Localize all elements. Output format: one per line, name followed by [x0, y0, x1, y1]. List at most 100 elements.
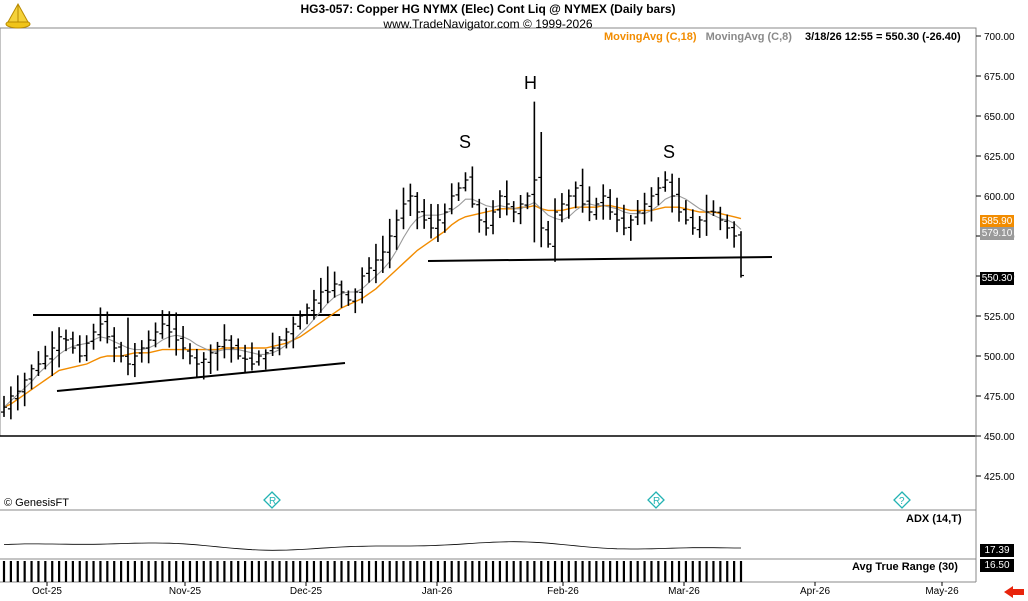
price-bar: [428, 203, 435, 239]
price-bar: [69, 331, 76, 354]
price-bar: [304, 303, 311, 325]
price-bar: [62, 329, 69, 352]
last-price-box: 550.30: [980, 272, 1014, 285]
price-bar: [531, 101, 538, 243]
y-axis: 700.00675.00650.00625.00600.00575.00550.…: [976, 32, 1015, 483]
price-bar: [441, 203, 448, 233]
price-bar: [180, 325, 187, 360]
price-bar: [359, 267, 366, 304]
price-bar: [407, 183, 414, 217]
price-bar: [14, 375, 21, 411]
ma8-price-box: 579.10: [980, 227, 1014, 240]
x-tick-label: Nov-25: [169, 586, 202, 597]
y-tick-label: 450.00: [984, 432, 1015, 443]
right-shoulder-label: S: [663, 142, 675, 162]
price-bar: [572, 181, 579, 209]
price-bar: [414, 192, 421, 230]
atr-value-box: 16.50: [980, 559, 1014, 572]
price-bar: [276, 336, 283, 356]
price-bar: [620, 204, 627, 236]
price-bar: [104, 311, 111, 344]
price-bar: [193, 348, 200, 378]
price-bar: [242, 344, 249, 373]
price-bar: [586, 186, 593, 222]
atr-title: Avg True Range (30): [852, 561, 958, 573]
price-bar: [565, 189, 572, 219]
price-bar: [28, 364, 35, 390]
price-bar: [434, 204, 441, 242]
y-tick-label: 675.00: [984, 72, 1015, 83]
event-marker-question[interactable]: ?: [893, 491, 911, 509]
ma18-price-box: 585.90: [980, 215, 1014, 228]
chart-title: HG3-057: Copper HG NYMX (Elec) Cont Liq …: [300, 2, 676, 16]
price-bar: [469, 166, 476, 208]
price-bar: [338, 280, 345, 308]
event-marker-r[interactable]: R: [263, 491, 281, 509]
price-bar: [455, 182, 462, 201]
price-pane-frame: [0, 27, 977, 437]
price-bar: [1, 395, 7, 417]
price-bar: [200, 352, 207, 380]
price-bar: [131, 342, 138, 378]
price-bar: [173, 312, 180, 356]
copyright-label: © GenesisFT: [4, 497, 69, 509]
price-bar: [600, 184, 607, 220]
price-bars: [1, 101, 744, 420]
adx-title: ADX (14,T): [906, 513, 962, 525]
price-bar: [717, 206, 724, 231]
adx-value-box: 17.39: [980, 544, 1014, 557]
price-bar: [538, 132, 545, 248]
x-tick-label: May-26: [925, 586, 959, 597]
channel-lower-line: [56, 362, 346, 392]
price-bar: [372, 243, 379, 284]
x-tick-label: Jan-26: [422, 586, 453, 597]
price-bar: [738, 231, 744, 278]
price-bar: [124, 317, 131, 376]
x-tick-label: Mar-26: [668, 586, 700, 597]
x-tick-label: Apr-26: [800, 586, 830, 597]
price-bar: [7, 386, 14, 420]
adx-line: [3, 541, 741, 551]
x-axis: Oct-25 Nov-25 Dec-25 Jan-26 Feb-26 Mar-26 Apr-…: [32, 582, 959, 597]
price-bar: [228, 335, 235, 363]
price-bar: [166, 311, 173, 348]
price-bar: [496, 190, 503, 219]
price-bar: [21, 372, 28, 407]
price-bar: [35, 351, 42, 376]
price-bar: [627, 214, 634, 241]
price-bar: [352, 288, 359, 314]
price-bar: [90, 323, 97, 350]
price-bar: [483, 207, 490, 236]
price-bar: [283, 327, 290, 349]
price-bar: [682, 200, 689, 225]
y-tick-label: 600.00: [984, 192, 1015, 203]
y-tick-label: 650.00: [984, 112, 1015, 123]
x-tick-label: Oct-25: [32, 586, 62, 597]
price-bar: [462, 172, 469, 192]
y-tick-label: 525.00: [984, 312, 1015, 323]
price-bar: [703, 194, 710, 236]
price-bar: [614, 197, 621, 233]
price-bar: [366, 257, 373, 283]
price-bar: [552, 198, 559, 262]
left-shoulder-label: S: [459, 132, 471, 152]
price-bar: [476, 198, 483, 233]
head-label: H: [524, 73, 537, 93]
last-quote: 3/18/26 12:55 = 550.30 (-26.40): [805, 31, 961, 43]
price-bar: [393, 209, 400, 250]
svg-text:R: R: [653, 496, 660, 507]
chart-subtitle: www.TradeNavigator.com © 1999-2026: [383, 17, 593, 31]
price-bar: [593, 197, 600, 220]
price-bar: [607, 189, 614, 220]
price-bar: [490, 200, 497, 235]
atr-histogram: [2, 561, 743, 582]
event-marker-r[interactable]: R: [647, 491, 665, 509]
price-bar: [400, 187, 407, 230]
price-bar: [517, 195, 524, 225]
price-bar: [345, 290, 352, 306]
price-bar: [290, 316, 297, 349]
scroll-right-arrow-icon[interactable]: [1004, 586, 1024, 598]
legend-ma8: MovingAvg (C,8): [705, 31, 792, 43]
price-bar: [558, 193, 565, 223]
